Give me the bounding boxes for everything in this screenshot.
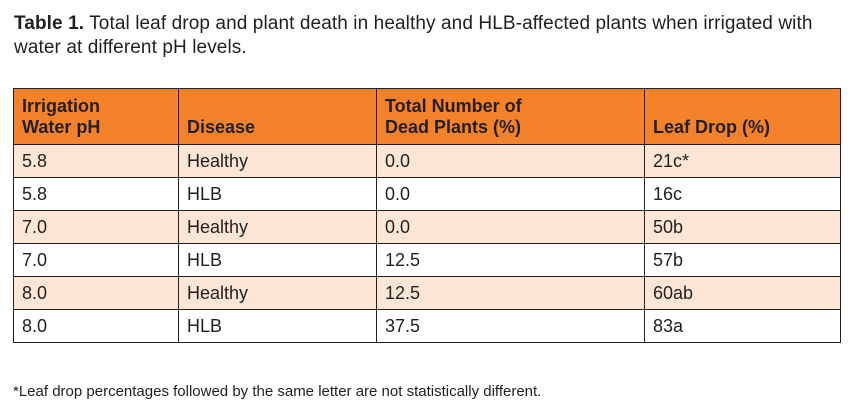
table-body: 5.8 Healthy 0.0 21c* 5.8 HLB 0.0 16c 7.0… [13, 144, 841, 343]
cell-leaf-drop: 16c [644, 177, 841, 211]
cell-leaf-drop: 60ab [644, 276, 841, 310]
cell-leaf-drop: 57b [644, 243, 841, 277]
cell-water-ph: 7.0 [13, 210, 179, 244]
table-row: 7.0 HLB 12.5 57b [13, 243, 841, 277]
cell-dead-plants: 0.0 [376, 177, 645, 211]
table-row: 8.0 Healthy 12.5 60ab [13, 276, 841, 310]
cell-disease: Healthy [178, 276, 377, 310]
cell-leaf-drop: 50b [644, 210, 841, 244]
header-row: Irrigation Water pH Disease Total Number … [13, 88, 841, 145]
cell-water-ph: 8.0 [13, 309, 179, 343]
cell-disease: HLB [178, 177, 377, 211]
table-footnote: *Leaf drop percentages followed by the s… [13, 383, 542, 400]
cell-disease: Healthy [178, 210, 377, 244]
header-disease: Disease [178, 88, 377, 145]
table-row: 5.8 HLB 0.0 16c [13, 177, 841, 211]
cell-disease: Healthy [178, 144, 377, 178]
cell-dead-plants: 0.0 [376, 210, 645, 244]
cell-water-ph: 8.0 [13, 276, 179, 310]
cell-disease: HLB [178, 243, 377, 277]
cell-water-ph: 5.8 [13, 144, 179, 178]
cell-disease: HLB [178, 309, 377, 343]
data-table: Irrigation Water pH Disease Total Number … [13, 88, 841, 343]
cell-water-ph: 7.0 [13, 243, 179, 277]
cell-dead-plants: 12.5 [376, 243, 645, 277]
header-leaf-drop: Leaf Drop (%) [644, 88, 841, 145]
cell-leaf-drop: 21c* [644, 144, 841, 178]
header-dead-plants: Total Number of Dead Plants (%) [376, 88, 645, 145]
table-caption: Table 1. Total leaf drop and plant death… [14, 12, 844, 60]
cell-dead-plants: 12.5 [376, 276, 645, 310]
cell-leaf-drop: 83a [644, 309, 841, 343]
table-row: 5.8 Healthy 0.0 21c* [13, 144, 841, 178]
table-header: Irrigation Water pH Disease Total Number … [13, 88, 841, 145]
table-row: 7.0 Healthy 0.0 50b [13, 210, 841, 244]
cell-water-ph: 5.8 [13, 177, 179, 211]
cell-dead-plants: 0.0 [376, 144, 645, 178]
header-irrigation-water-ph: Irrigation Water pH [13, 88, 179, 145]
caption-text: Total leaf drop and plant death in healt… [14, 13, 813, 58]
caption-label: Table 1. [14, 13, 85, 34]
table-row: 8.0 HLB 37.5 83a [13, 309, 841, 343]
cell-dead-plants: 37.5 [376, 309, 645, 343]
